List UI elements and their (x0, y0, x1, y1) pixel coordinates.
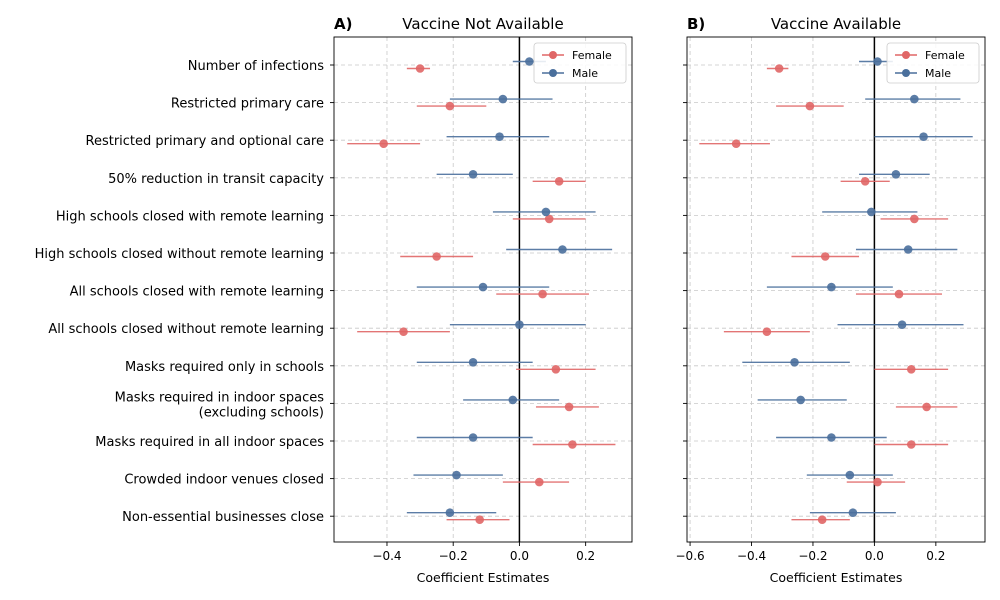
x-tick-label: −0.4 (737, 549, 766, 563)
data-point-male (848, 508, 858, 517)
data-point-female (475, 515, 484, 524)
legend-label-female: Female (925, 49, 965, 62)
legend-marker-male (549, 69, 557, 77)
legend-marker-female (902, 51, 910, 59)
data-point-female (817, 515, 827, 524)
data-point-female (379, 139, 388, 148)
panel-title: Vaccine Not Available (402, 15, 563, 33)
data-point-male (508, 395, 518, 405)
panel-letter: B) (687, 15, 705, 33)
data-point-male (873, 57, 882, 66)
data-point-male (845, 470, 855, 480)
data-point-male (903, 245, 913, 254)
panel-letter: A) (334, 15, 352, 33)
data-point-male (468, 433, 478, 442)
data-point-male (468, 358, 478, 367)
legend: Female Male (886, 42, 980, 84)
data-point-male (867, 207, 876, 217)
category-label: Restricted primary and optional care (86, 134, 325, 149)
x-tick-label: −0.2 (439, 549, 468, 563)
data-point-male (790, 358, 799, 367)
x-tick-label: 0.0 (510, 549, 529, 563)
data-point-female (432, 252, 441, 261)
category-label: 50% reduction in transit capacity (108, 172, 324, 187)
data-point-female (544, 214, 554, 224)
data-point-female (568, 440, 577, 449)
x-tick-label: −0.4 (372, 549, 401, 563)
x-axis-title: Coefficient Estimates (417, 570, 550, 585)
data-point-male (515, 320, 524, 330)
legend-marker-female (549, 51, 557, 59)
category-label: Restricted primary care (171, 97, 324, 112)
legend-label-female: Female (572, 49, 612, 62)
category-label: High schools closed without remote learn… (35, 247, 324, 262)
category-label: Number of infections (188, 59, 324, 74)
data-point-male (827, 282, 836, 292)
data-point-female (564, 402, 574, 412)
data-point-female (922, 402, 931, 412)
x-tick-label: −0.6 (676, 549, 705, 563)
plot-frame (686, 36, 986, 543)
data-point-female (774, 64, 784, 73)
data-point-female (554, 177, 564, 186)
data-point-female (910, 214, 919, 224)
data-point-male (445, 508, 455, 517)
category-label: Masks required only in schools (125, 360, 324, 375)
data-point-female (415, 64, 425, 73)
category-label: Crowded indoor venues closed (124, 473, 324, 488)
data-point-female (399, 327, 408, 337)
panel-title: Vaccine Available (771, 15, 901, 33)
data-point-female (860, 177, 870, 186)
data-point-male (525, 57, 534, 66)
legend: Female Male (533, 42, 627, 84)
data-point-male (498, 94, 508, 104)
category-label: All schools closed with remote learning (70, 285, 324, 300)
data-point-male (558, 245, 567, 254)
data-point-female (538, 289, 547, 299)
x-tick-label: 0.0 (865, 549, 884, 563)
panel-b-vaccine-available: −0.6 −0.4 −0.2 0.0 0.2 Coefficient Estimates V… (676, 15, 986, 585)
data-point-male (468, 170, 478, 179)
x-tick-label: −0.2 (798, 549, 827, 563)
category-label: Non-essential businesses close (122, 510, 324, 525)
data-point-female (805, 101, 815, 111)
legend-marker-male (902, 69, 910, 77)
category-label: Masks required in indoor spaces (excludin… (115, 390, 325, 420)
data-point-male (796, 395, 805, 405)
data-point-male (919, 132, 928, 141)
data-point-male (891, 170, 901, 179)
data-point-male (452, 470, 461, 480)
data-point-female (906, 365, 916, 374)
legend-label-male: Male (572, 67, 598, 80)
legend-label-male: Male (925, 67, 951, 80)
plot-frame (333, 36, 633, 543)
data-point-female (894, 289, 904, 299)
data-point-female (551, 365, 561, 374)
data-point-female (762, 327, 772, 337)
data-point-female (445, 101, 455, 111)
data-point-male (478, 282, 488, 292)
data-point-male (541, 207, 551, 217)
data-point-female (534, 477, 544, 487)
data-point-male (495, 132, 504, 141)
category-label: All schools closed without remote learni… (48, 322, 324, 337)
category-label: Masks required in all indoor spaces (95, 435, 324, 450)
data-point-female (873, 477, 882, 487)
data-point-male (910, 94, 919, 104)
category-label: High schools closed with remote learning (56, 209, 324, 224)
data-point-female (820, 252, 830, 261)
x-axis-title: Coefficient Estimates (770, 570, 903, 585)
data-point-female (906, 440, 916, 449)
data-point-male (827, 433, 836, 442)
panel-a-vaccine-not-available: −0.4 −0.2 0.0 0.2 Number of infections Restri… (35, 15, 633, 585)
data-point-male (897, 320, 907, 330)
data-point-female (731, 139, 741, 148)
x-tick-label: 0.2 (576, 549, 595, 563)
x-tick-label: 0.2 (926, 549, 945, 563)
